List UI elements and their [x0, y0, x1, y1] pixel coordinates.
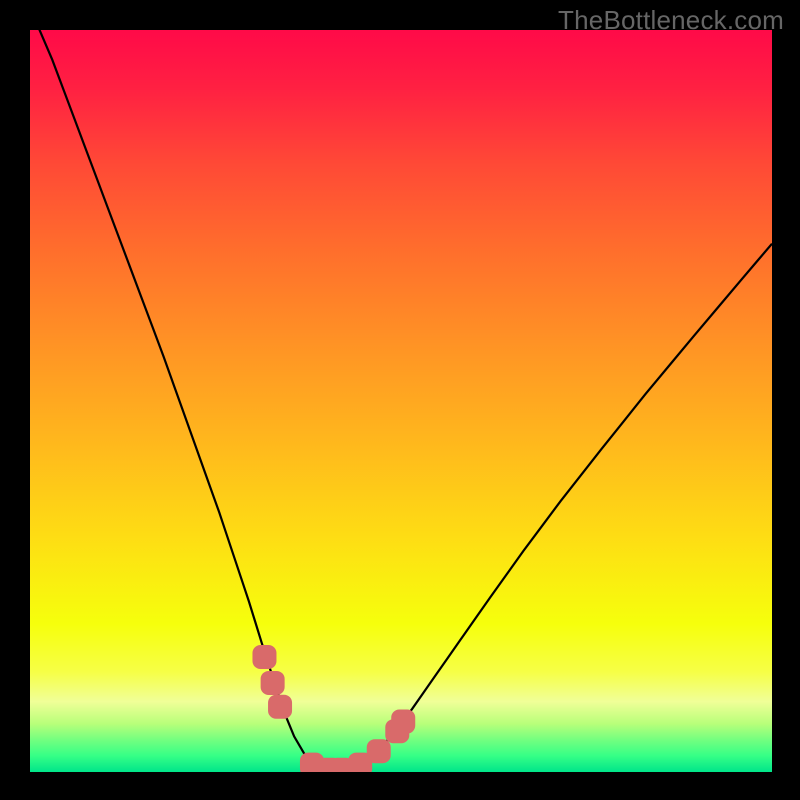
curve-marker [268, 695, 292, 719]
watermark-text: TheBottleneck.com [558, 5, 784, 36]
plot-svg [30, 30, 772, 772]
plot-background [30, 30, 772, 772]
curve-marker [252, 645, 276, 669]
plot-area [30, 30, 772, 772]
curve-marker [261, 671, 285, 695]
curve-marker [391, 710, 415, 734]
curve-marker [367, 739, 391, 763]
